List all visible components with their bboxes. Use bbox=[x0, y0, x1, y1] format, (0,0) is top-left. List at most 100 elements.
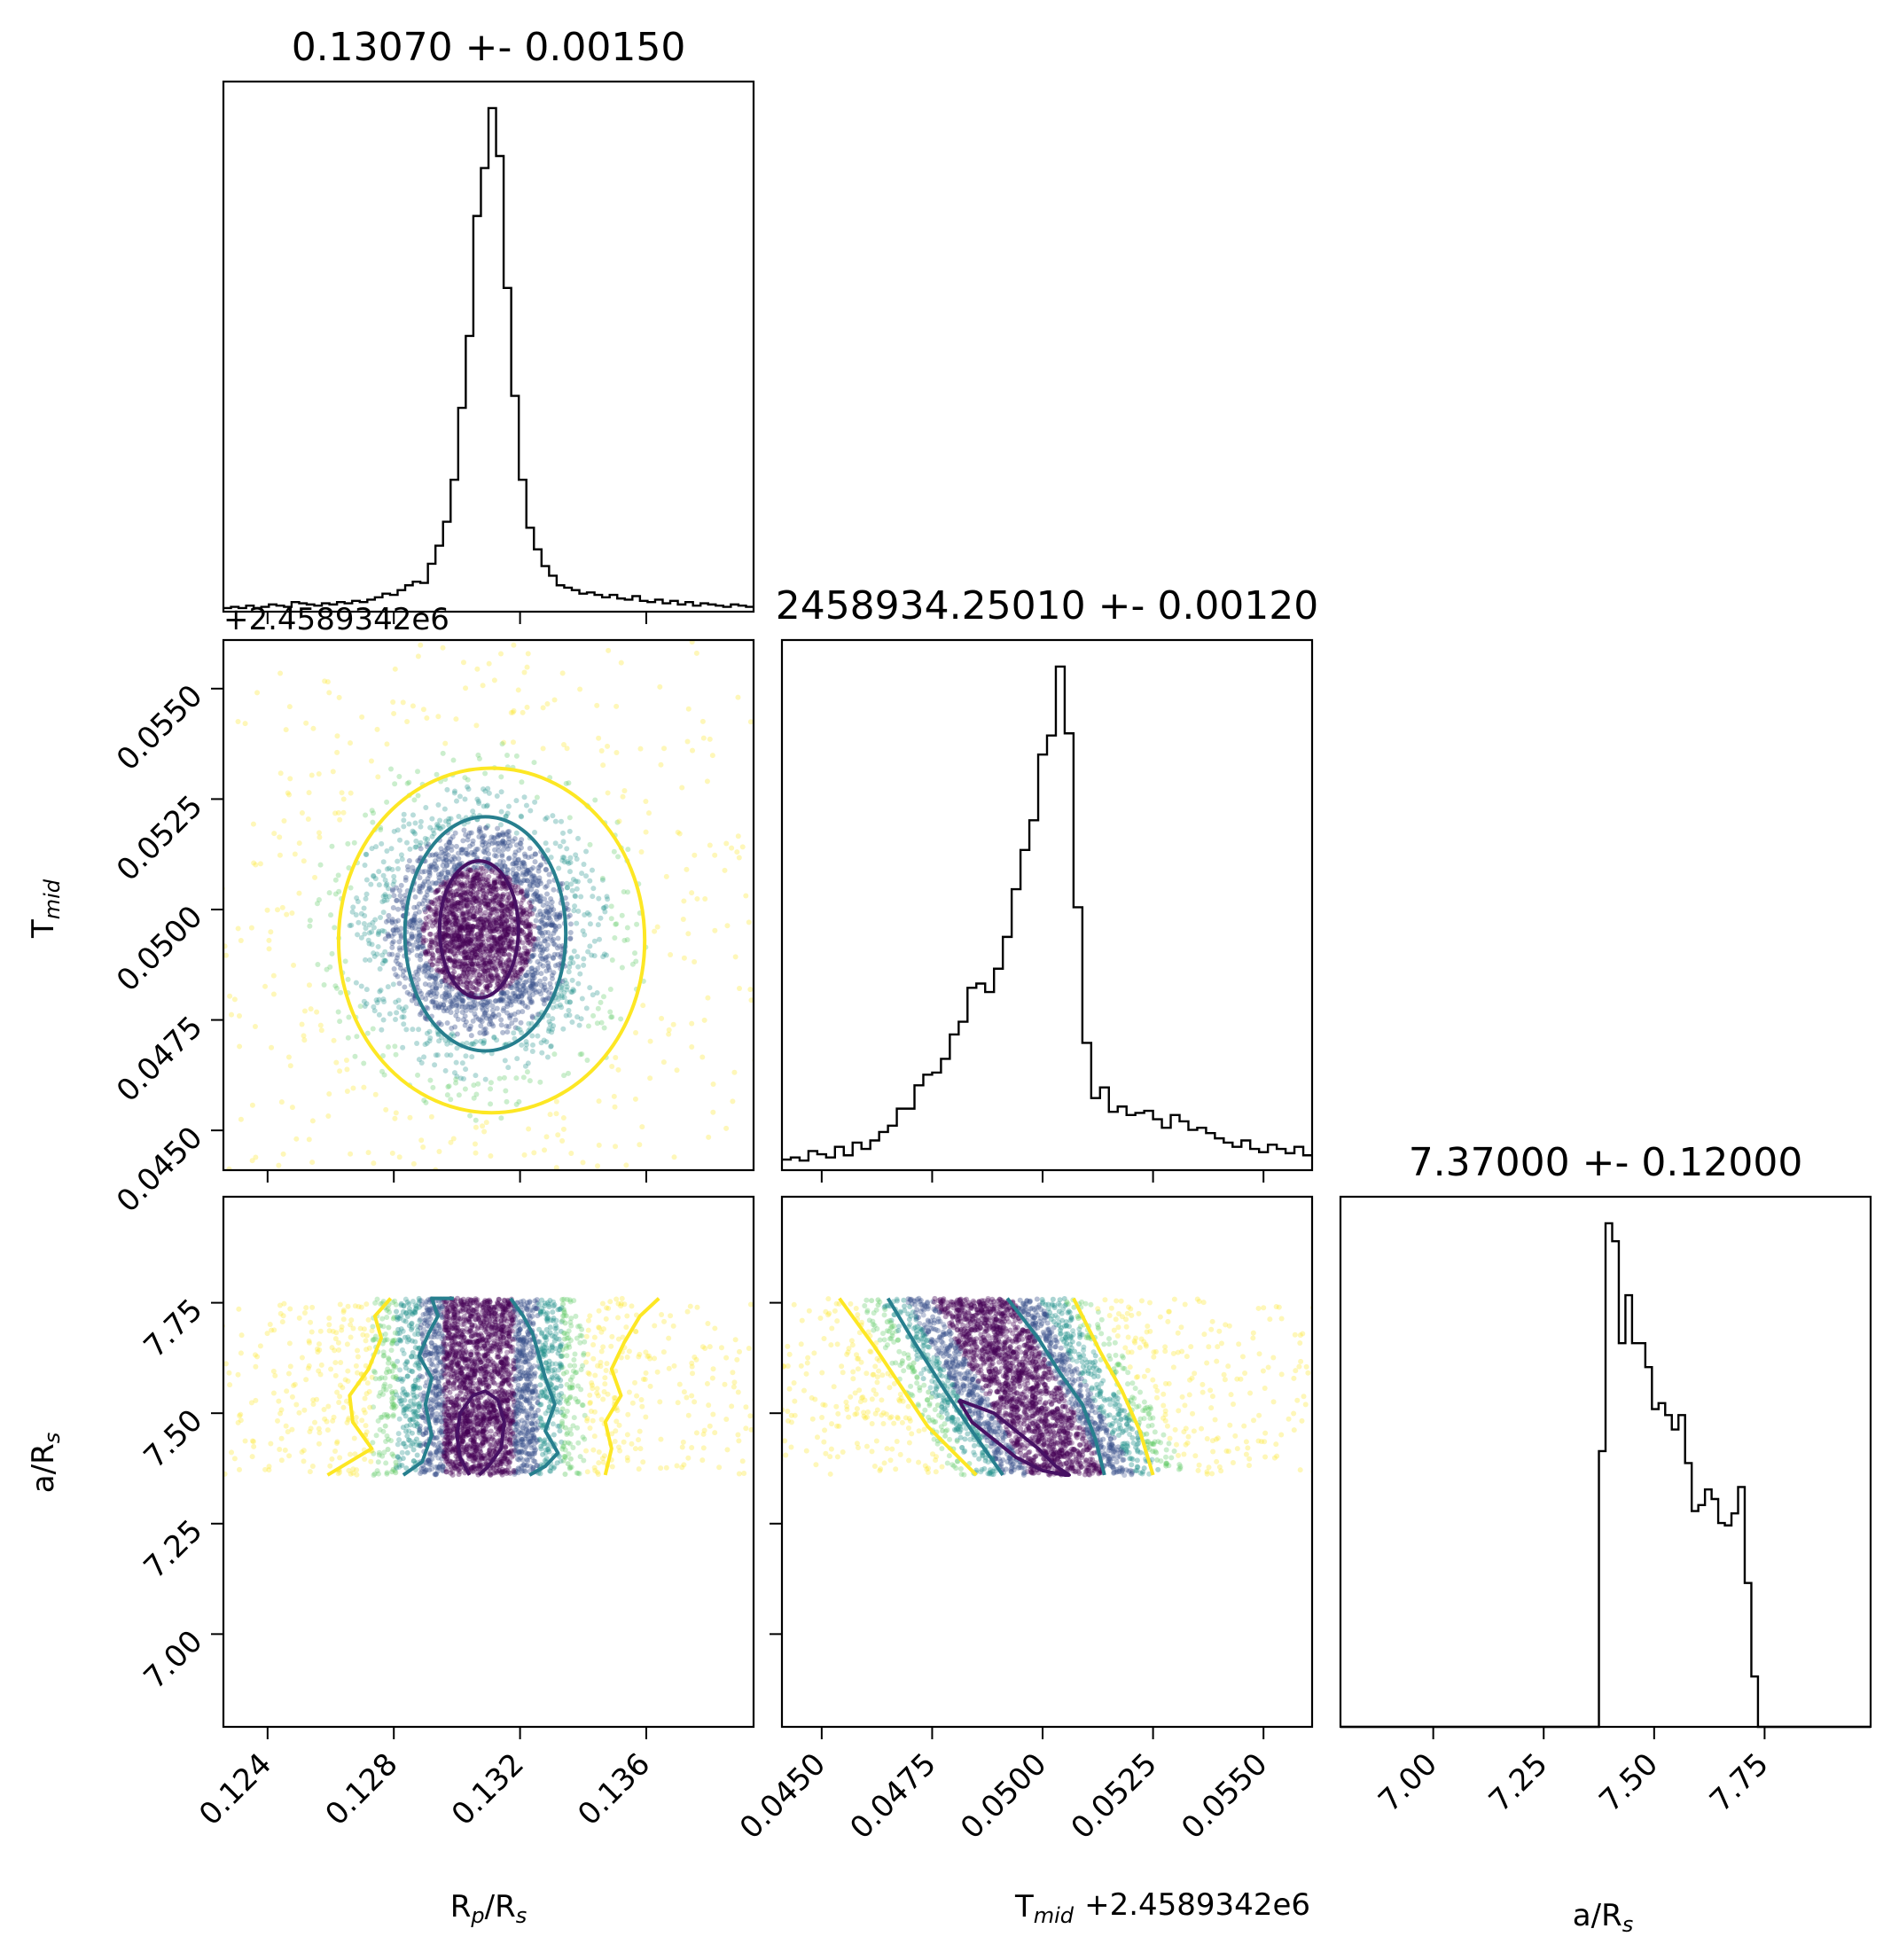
scatter-point bbox=[406, 858, 412, 864]
scatter-point bbox=[475, 752, 481, 758]
scatter-point bbox=[382, 892, 388, 898]
scatter-point bbox=[463, 890, 469, 896]
scatter-point bbox=[316, 896, 322, 902]
scatter-point bbox=[461, 967, 467, 973]
scatter-point bbox=[531, 923, 537, 929]
scatter-point bbox=[440, 750, 446, 756]
scatter-point bbox=[443, 921, 449, 927]
scatter-point bbox=[645, 1243, 650, 1248]
scatter-point bbox=[460, 911, 466, 918]
scatter-point bbox=[654, 924, 660, 930]
scatter-point bbox=[497, 940, 504, 946]
scatter-point bbox=[286, 792, 293, 798]
scatter-point bbox=[184, 961, 189, 966]
scatter-point bbox=[608, 1014, 614, 1020]
scatter-point bbox=[371, 925, 377, 931]
scatter-point bbox=[754, 785, 760, 791]
scatter-point bbox=[478, 865, 484, 871]
scatter-point bbox=[547, 933, 553, 940]
scatter-point bbox=[420, 881, 426, 887]
scatter-point bbox=[539, 1050, 545, 1056]
scatter-point bbox=[417, 932, 423, 938]
scatter-point bbox=[422, 894, 428, 901]
scatter-point bbox=[584, 910, 590, 916]
scatter-point bbox=[496, 901, 503, 907]
scatter-point bbox=[391, 710, 397, 716]
scatter-point bbox=[533, 943, 539, 949]
scatter-point bbox=[450, 997, 457, 1003]
scatter-point bbox=[456, 934, 462, 941]
scatter-point bbox=[310, 1401, 316, 1407]
scatter-point bbox=[472, 883, 478, 889]
scatter-point bbox=[448, 1052, 454, 1058]
scatter-point bbox=[380, 1017, 387, 1023]
scatter-point bbox=[509, 937, 515, 943]
scatter-point bbox=[368, 881, 374, 887]
scatter-point bbox=[466, 894, 473, 900]
scatter-point bbox=[339, 790, 345, 796]
scatter-point bbox=[468, 955, 474, 961]
scatter-point bbox=[382, 949, 388, 955]
scatter-point bbox=[272, 316, 277, 322]
scatter-point bbox=[585, 634, 590, 639]
scatter-point bbox=[489, 978, 496, 984]
scatter-point bbox=[723, 1125, 730, 1131]
scatter-point bbox=[472, 895, 478, 902]
scatter-point bbox=[493, 920, 499, 926]
scatter-point bbox=[420, 934, 426, 941]
scatter-point bbox=[481, 786, 487, 793]
scatter-point bbox=[475, 963, 481, 969]
scatter-point bbox=[474, 846, 481, 852]
scatter-point bbox=[451, 933, 457, 939]
scatter-point bbox=[457, 862, 463, 868]
scatter-point bbox=[500, 968, 506, 974]
scatter-point bbox=[545, 964, 551, 971]
scatter-point bbox=[301, 1008, 308, 1014]
scatter-point bbox=[375, 943, 381, 949]
scatter-point bbox=[689, 1044, 695, 1050]
scatter-point bbox=[442, 941, 448, 948]
scatter-point bbox=[406, 779, 412, 785]
scatter-point bbox=[419, 901, 426, 907]
scatter-point bbox=[422, 981, 428, 988]
scatter-point bbox=[561, 1191, 567, 1196]
scatter-point bbox=[444, 1041, 450, 1047]
scatter-point bbox=[526, 990, 532, 996]
scatter-point bbox=[506, 1013, 512, 1019]
scatter-point bbox=[690, 747, 696, 754]
scatter-point bbox=[474, 878, 481, 884]
scatter-point bbox=[446, 839, 452, 846]
scatter-point bbox=[465, 933, 471, 939]
scatter-point bbox=[475, 871, 481, 877]
scatter-point bbox=[459, 1060, 465, 1066]
scatter-point bbox=[454, 1045, 460, 1051]
scatter-point bbox=[494, 1005, 500, 1011]
scatter-point bbox=[465, 777, 471, 783]
scatter-point bbox=[542, 938, 548, 944]
scatter-point bbox=[363, 987, 370, 993]
scatter-point bbox=[421, 925, 427, 931]
scatter-point bbox=[574, 855, 580, 862]
scatter-point bbox=[426, 841, 432, 847]
scatter-point bbox=[476, 833, 482, 839]
scatter-point bbox=[421, 922, 427, 928]
scatter-point bbox=[602, 909, 608, 915]
scatter-point bbox=[557, 912, 563, 918]
scatter-point bbox=[412, 844, 418, 850]
scatter-point bbox=[531, 760, 537, 766]
scatter-point bbox=[538, 971, 544, 977]
scatter-point bbox=[632, 1379, 638, 1386]
scatter-point bbox=[560, 1126, 567, 1132]
scatter-point bbox=[460, 949, 466, 955]
scatter-point bbox=[567, 964, 573, 970]
scatter-point bbox=[499, 989, 505, 996]
scatter-point bbox=[544, 995, 551, 1001]
scatter-point bbox=[623, 1162, 629, 1168]
scatter-point bbox=[514, 890, 520, 896]
scatter-point bbox=[429, 962, 435, 968]
scatter-point bbox=[557, 1002, 563, 1008]
scatter-point bbox=[380, 872, 387, 878]
scatter-point bbox=[542, 896, 548, 902]
scatter-point bbox=[465, 907, 472, 913]
scatter-point bbox=[442, 995, 449, 1001]
